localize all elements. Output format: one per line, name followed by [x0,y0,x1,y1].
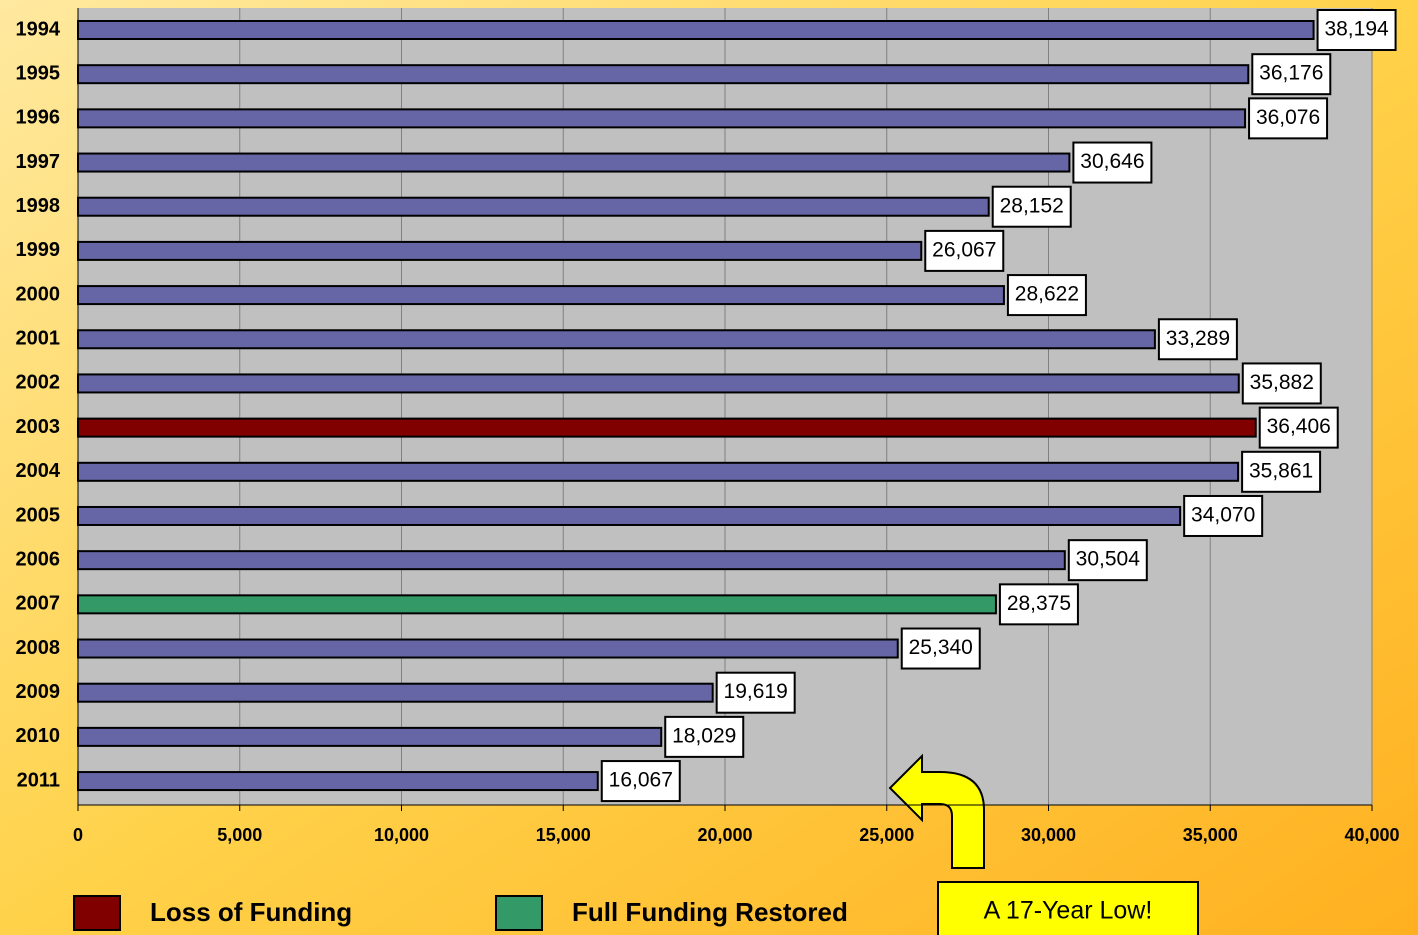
value-label-box [664,715,745,758]
x-tick-label: 25,000 [859,825,914,845]
bar [77,64,1250,85]
bar [77,417,1257,438]
value-label: 25,340 [909,636,973,659]
value-label-box [1241,362,1322,405]
bar [77,550,1066,571]
value-label-box [1316,9,1397,51]
legend-swatch [495,895,543,931]
x-tick-label: 35,000 [1183,825,1238,845]
value-label-box [1258,406,1339,449]
x-tick-label: 40,000 [1344,825,1399,845]
value-label: 16,067 [609,769,673,792]
value-label-box [1067,539,1148,582]
value-label: 35,882 [1250,371,1314,394]
value-label: 30,504 [1076,548,1141,571]
value-label-box [998,583,1079,626]
bar [77,329,1156,350]
y-tick-label: 1996 [16,107,61,129]
value-label-box [991,185,1072,228]
x-tick-label: 5,000 [217,825,262,845]
value-label: 38,194 [1324,18,1389,41]
x-tick-label: 0 [73,825,83,845]
value-label: 19,619 [724,680,788,703]
y-tick-label: 2004 [16,460,61,482]
value-label-box [1006,274,1087,317]
value-label: 28,375 [1007,592,1071,615]
x-tick-label: 30,000 [1021,825,1076,845]
bar [77,638,899,659]
bar [77,505,1182,526]
value-label-box [1248,97,1329,140]
y-tick-label: 2010 [16,725,61,747]
value-label-box [1072,141,1153,184]
value-label-box [1157,318,1238,361]
y-tick-label: 2001 [16,328,61,350]
bar [77,461,1240,482]
value-label: 36,406 [1267,415,1331,438]
bar [77,373,1240,394]
value-label: 28,622 [1015,283,1079,306]
y-tick-label: 2008 [16,637,61,659]
bar [77,108,1247,129]
value-label-box [1183,494,1264,537]
bar [77,152,1071,173]
value-label: 35,861 [1249,459,1313,482]
y-tick-label: 2007 [16,593,61,615]
bar [77,285,1005,306]
x-tick-label: 10,000 [374,825,429,845]
y-tick-label: 1994 [16,18,61,40]
value-label-box [715,671,796,714]
value-label-box [1241,450,1322,493]
arrow [888,753,985,869]
value-label-box [600,760,681,803]
y-tick-label: 1999 [16,239,61,261]
value-label-box [924,229,1005,272]
legend-label: Loss of Funding [150,897,352,927]
bar [77,594,997,615]
value-label: 36,076 [1256,106,1320,129]
value-label: 26,067 [932,238,996,261]
y-tick-label: 2006 [16,548,61,570]
annotation: A 17-Year Low! [984,897,1153,925]
bar [77,682,714,703]
value-label: 30,646 [1080,150,1144,173]
value-label: 33,289 [1166,327,1230,350]
bar [77,726,663,747]
bar [77,196,990,217]
value-label-box [900,627,981,670]
y-tick-label: 2009 [16,681,61,703]
y-tick-label: 2002 [16,372,61,394]
value-label: 28,152 [1000,194,1064,217]
y-tick-label: 1998 [16,195,61,217]
y-tick-label: 1995 [16,62,61,84]
y-tick-label: 2005 [16,504,61,526]
bar [77,771,599,792]
value-label: 34,070 [1191,504,1255,527]
bar [77,20,1315,40]
legend-swatch [73,895,121,931]
value-label-box [1251,53,1332,96]
y-tick-label: 2000 [16,283,61,305]
x-tick-label: 15,000 [536,825,591,845]
value-label: 18,029 [672,724,736,747]
value-label: 36,176 [1259,62,1323,85]
legend-label: Full Funding Restored [572,897,848,927]
x-tick-label: 20,000 [697,825,752,845]
bar [77,240,923,261]
y-tick-label: 1997 [16,151,61,173]
y-tick-label: 2003 [16,416,61,438]
annotation-box [937,881,1199,935]
y-tick-label: 2011 [17,769,60,791]
